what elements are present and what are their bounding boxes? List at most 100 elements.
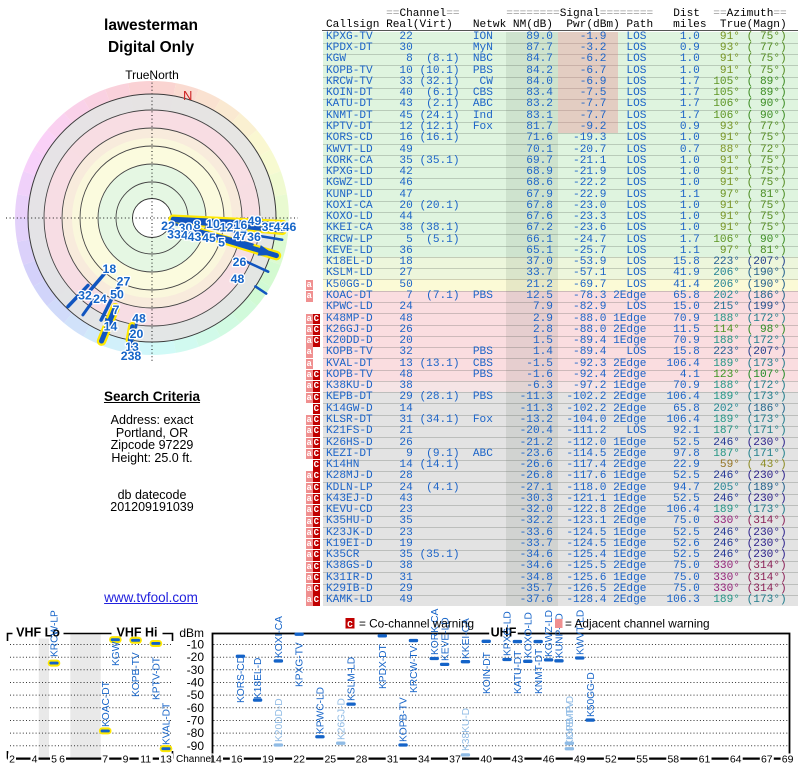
svg-text:KRCW-TV: KRCW-TV: [409, 645, 420, 693]
svg-text:KOPB-TV: KOPB-TV: [399, 697, 410, 742]
svg-text:33: 33: [167, 228, 181, 242]
svg-text:20: 20: [130, 327, 144, 341]
svg-text:19: 19: [262, 754, 274, 766]
svg-text:43: 43: [188, 230, 202, 244]
svg-text:14: 14: [210, 754, 222, 766]
svg-text:KWVT-LD: KWVT-LD: [575, 610, 586, 655]
svg-text:KKEI-CA: KKEI-CA: [461, 618, 472, 659]
svg-text:KATU-DT: KATU-DT: [513, 651, 524, 694]
svg-text:61: 61: [699, 754, 711, 766]
svg-text:64: 64: [730, 754, 742, 766]
svg-text:37: 37: [449, 754, 461, 766]
svg-text:48: 48: [231, 272, 245, 286]
svg-text:40: 40: [480, 754, 492, 766]
svg-text:KGWZ-LD: KGWZ-LD: [544, 610, 555, 657]
svg-text:KPTV-DT: KPTV-DT: [151, 657, 162, 700]
svg-text:4: 4: [32, 754, 38, 766]
svg-text:KPXG-TV: KPXG-TV: [295, 642, 306, 687]
svg-text:22: 22: [293, 754, 305, 766]
svg-text:KORS-CD: KORS-CD: [236, 656, 247, 703]
svg-text:55: 55: [636, 754, 648, 766]
svg-text:26: 26: [233, 255, 247, 269]
svg-text:11: 11: [140, 754, 151, 766]
svg-text:24: 24: [93, 292, 107, 306]
svg-text:48: 48: [132, 312, 146, 326]
svg-text:16: 16: [234, 218, 248, 232]
svg-text:14: 14: [104, 320, 118, 334]
svg-text:K48MP-D: K48MP-D: [565, 696, 576, 740]
svg-text:K20DD-D: K20DD-D: [274, 698, 285, 742]
svg-text:27: 27: [117, 275, 131, 289]
svg-text:58: 58: [667, 754, 679, 766]
svg-text:KOXO-LD: KOXO-LD: [523, 612, 534, 658]
svg-text:-10: -10: [187, 638, 205, 652]
svg-text:13: 13: [160, 754, 172, 766]
svg-text:KUNP-LD: KUNP-LD: [555, 613, 566, 658]
svg-text:KPWC-LD: KPWC-LD: [316, 687, 327, 734]
svg-text:K50GG-D: K50GG-D: [586, 672, 597, 717]
svg-text:KRCW-LP: KRCW-LP: [50, 610, 61, 657]
svg-text:25: 25: [324, 754, 336, 766]
svg-text:KNMT-DT: KNMT-DT: [534, 649, 545, 694]
svg-text:KOXI-CA: KOXI-CA: [274, 616, 285, 658]
svg-text:47: 47: [233, 229, 247, 243]
svg-text:UHF: UHF: [491, 626, 517, 640]
svg-text:KPXG-LD: KPXG-LD: [503, 611, 514, 656]
svg-text:8: 8: [194, 218, 201, 232]
svg-text:KOAC-DT: KOAC-DT: [101, 681, 112, 727]
svg-text:18: 18: [103, 262, 117, 276]
svg-text:35: 35: [262, 220, 276, 234]
svg-text:34: 34: [418, 754, 430, 766]
svg-text:-80: -80: [187, 726, 205, 740]
svg-text:7: 7: [113, 303, 120, 317]
svg-text:6: 6: [59, 754, 65, 766]
svg-text:-60: -60: [187, 701, 205, 715]
svg-text:2: 2: [9, 754, 15, 766]
svg-text:VHF Hi: VHF Hi: [117, 626, 158, 640]
svg-text:= Co-channel warning: = Co-channel warning: [359, 617, 474, 631]
svg-text:5: 5: [218, 236, 225, 250]
svg-text:-20: -20: [187, 650, 205, 664]
svg-text:238: 238: [121, 349, 142, 363]
svg-text:52: 52: [605, 754, 617, 766]
svg-text:KORK-CA: KORK-CA: [430, 608, 441, 655]
svg-text:Channel: Channel: [176, 754, 213, 765]
svg-text:-50: -50: [187, 688, 205, 702]
svg-text:40: 40: [181, 229, 195, 243]
svg-text:16: 16: [231, 754, 243, 766]
svg-text:49: 49: [574, 754, 586, 766]
svg-text:32: 32: [78, 289, 92, 303]
svg-text:30: 30: [179, 221, 193, 235]
svg-text:KGW: KGW: [111, 641, 122, 666]
svg-text:KOIN-DT: KOIN-DT: [482, 652, 493, 694]
svg-text:43: 43: [512, 754, 524, 766]
svg-text:49: 49: [248, 214, 262, 228]
svg-text:46: 46: [283, 220, 297, 234]
svg-text:C: C: [347, 619, 353, 630]
svg-text:67: 67: [761, 754, 773, 766]
svg-text:46: 46: [543, 754, 555, 766]
svg-text:VHF Lo: VHF Lo: [16, 626, 60, 640]
svg-text:-70: -70: [187, 714, 205, 728]
svg-text:9: 9: [123, 754, 129, 766]
svg-text:= Adjacent channel warning: = Adjacent channel warning: [565, 617, 710, 631]
svg-text:KSLM-LD: KSLM-LD: [347, 657, 358, 701]
svg-text:KOPB-TV: KOPB-TV: [131, 652, 142, 697]
svg-text:13: 13: [125, 340, 139, 354]
svg-text:-40: -40: [187, 676, 205, 690]
svg-text:dBm: dBm: [179, 626, 204, 640]
svg-text:36: 36: [247, 230, 261, 244]
svg-text:KVAL-DT: KVAL-DT: [162, 703, 173, 745]
svg-text:42: 42: [274, 220, 288, 234]
svg-text:KEVE-LD: KEVE-LD: [440, 617, 451, 661]
svg-text:KOPB-TV: KOPB-TV: [565, 701, 576, 746]
svg-text:-30: -30: [187, 663, 205, 677]
svg-text:10: 10: [206, 217, 220, 231]
svg-text:22: 22: [161, 219, 175, 233]
svg-text:N: N: [183, 88, 192, 103]
svg-text:K38KU-D: K38KU-D: [461, 708, 472, 751]
svg-text:69: 69: [782, 754, 794, 766]
svg-text:7: 7: [102, 754, 108, 766]
svg-text:50: 50: [110, 288, 124, 302]
svg-text:K18EL-D: K18EL-D: [253, 658, 264, 699]
